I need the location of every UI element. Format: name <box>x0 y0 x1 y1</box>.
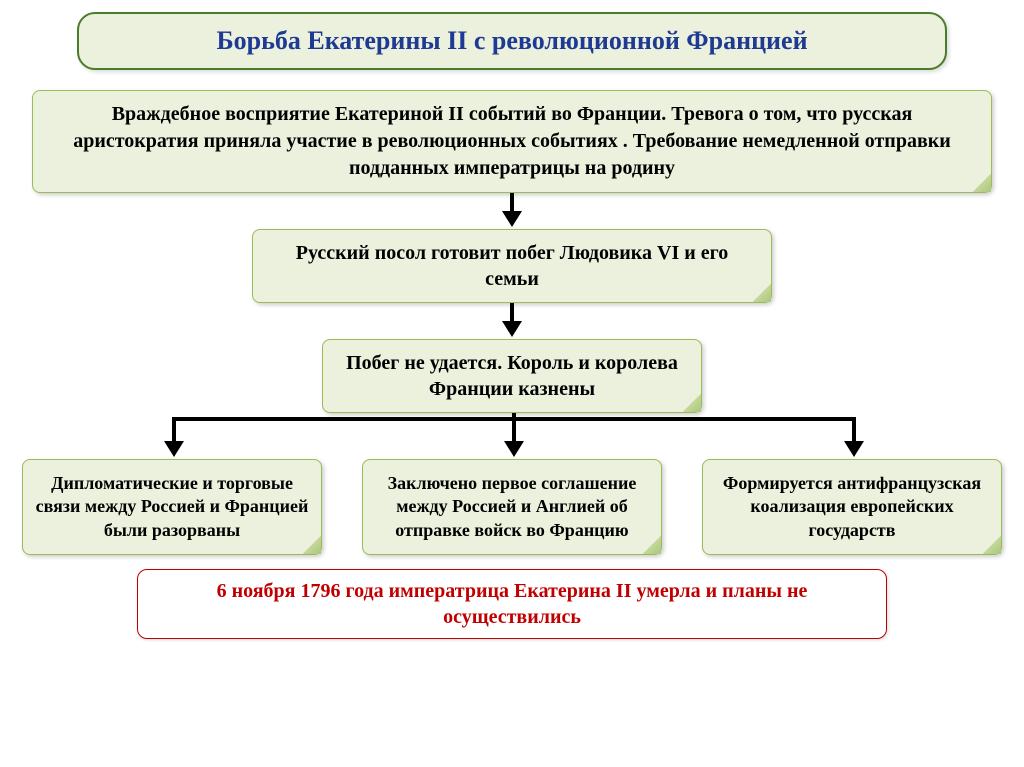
flow-text-outcome-1: Дипломатические и торговые связи между Р… <box>36 473 309 540</box>
fold-corner-icon <box>973 174 991 192</box>
bottom-row: Дипломатические и торговые связи между Р… <box>22 459 1002 555</box>
flow-box-outcome-3: Формируется антифранцузская коализация е… <box>702 459 1002 555</box>
fold-corner-icon <box>683 394 701 412</box>
arrow-1 <box>18 193 1006 229</box>
fold-corner-icon <box>303 536 321 554</box>
footer-text: 6 ноября 1796 года императрица Екатерина… <box>217 580 808 628</box>
flow-text-context: Враждебное восприятие Екатериной II собы… <box>73 103 951 179</box>
arrow-split <box>22 413 1002 459</box>
page-title: Борьба Екатерины II с революционной Фран… <box>109 26 915 56</box>
arrow-2 <box>18 303 1006 339</box>
flow-box-ambassador: Русский посол готовит побег Людовика VI … <box>252 229 772 303</box>
flow-box-context: Враждебное восприятие Екатериной II собы… <box>32 90 992 193</box>
fold-corner-icon <box>983 536 1001 554</box>
title-box: Борьба Екатерины II с революционной Фран… <box>77 12 947 70</box>
flow-box-failure: Побег не удается. Король и королева Фран… <box>322 339 702 413</box>
flow-text-outcome-3: Формируется антифранцузская коализация е… <box>723 473 981 540</box>
flow-box-outcome-1: Дипломатические и торговые связи между Р… <box>22 459 322 555</box>
flow-box-outcome-2: Заключено первое соглашение между Россие… <box>362 459 662 555</box>
fold-corner-icon <box>643 536 661 554</box>
flow-text-failure: Побег не удается. Король и королева Фран… <box>346 352 678 400</box>
flow-text-ambassador: Русский посол готовит побег Людовика VI … <box>296 242 728 290</box>
fold-corner-icon <box>753 284 771 302</box>
footer-box: 6 ноября 1796 года императрица Екатерина… <box>137 569 887 639</box>
flow-text-outcome-2: Заключено первое соглашение между Россие… <box>388 473 637 540</box>
